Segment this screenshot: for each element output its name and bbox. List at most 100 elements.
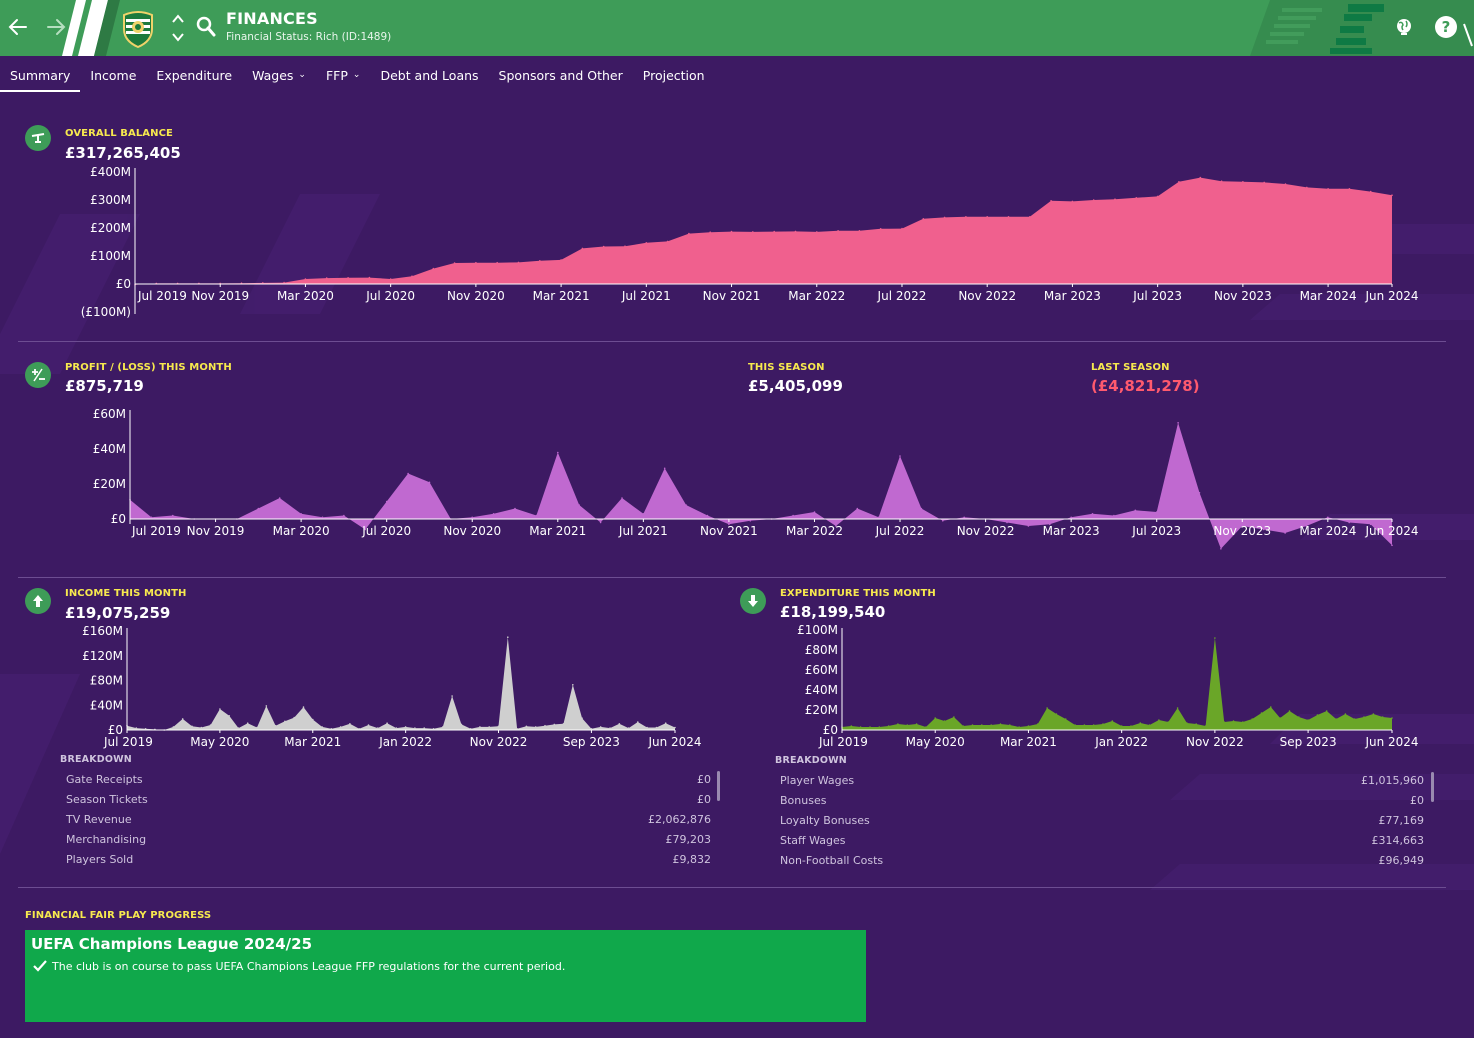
income-breakdown-row[interactable]: Players Sold £9,832 <box>66 852 711 866</box>
profit-loss-data-point <box>920 507 923 510</box>
expenditure-data-point <box>934 717 936 719</box>
expenditure-data-point <box>878 726 881 728</box>
income-x-tick-label: Jul 2019 <box>103 735 153 749</box>
income-value: £19,075,259 <box>65 604 171 622</box>
overall-balance-y-tick-label: £100M <box>90 249 131 263</box>
expenditure-data-point <box>1130 725 1132 727</box>
up-down-icon[interactable] <box>171 12 185 44</box>
expenditure-x-tick-label: Jun 2024 <box>1364 735 1418 749</box>
expenditure-data-point <box>943 720 946 722</box>
profit-loss-x-tick-label: Mar 2024 <box>1299 524 1356 538</box>
expenditure-breakdown-row[interactable]: Player Wages £1,015,960 <box>780 773 1424 787</box>
income-data-point <box>507 636 509 638</box>
profit-loss-x-tick-label: Nov 2020 <box>443 524 501 538</box>
income-data-point <box>135 727 138 729</box>
overall-balance-data-point <box>837 230 839 232</box>
tab-expenditure[interactable]: Expenditure <box>156 67 233 83</box>
overall-balance-value: £317,265,405 <box>65 144 181 162</box>
overall-balance-x-tick-label: Nov 2023 <box>1214 289 1272 303</box>
overall-balance-x-tick-label: Nov 2021 <box>703 289 761 303</box>
back-button[interactable] <box>0 8 36 46</box>
expenditure-label: EXPENDITURE THIS MONTH <box>780 588 936 599</box>
income-x-tick-label: Nov 2022 <box>470 735 528 749</box>
income-y-tick-label: £160M <box>82 624 123 638</box>
overall-balance-data-point <box>581 247 584 250</box>
expenditure-data-point <box>1046 707 1048 709</box>
tab-ffp[interactable]: FFP ⌄ <box>325 67 361 83</box>
profit-label: PROFIT / (LOSS) THIS MONTH <box>65 362 232 373</box>
overall-balance-y-tick-label: (£100M) <box>81 305 131 319</box>
income-breakdown-row[interactable]: Season Tickets £0 <box>66 792 711 806</box>
overall-balance-area-series[interactable] <box>135 177 1392 285</box>
profit-loss-data-point <box>1134 509 1137 512</box>
overall-balance-data-point <box>879 228 882 230</box>
tab-summary[interactable]: Summary <box>0 56 81 94</box>
ffp-status-panel[interactable]: UEFA Champions League 2024/25 The club i… <box>25 930 866 1022</box>
income-data-point <box>377 727 379 729</box>
plus-minus-icon <box>32 368 45 382</box>
tab-wages[interactable]: Wages ⌄ <box>252 67 306 83</box>
expenditure-data-point <box>962 725 964 727</box>
expenditure-breakdown-row[interactable]: Bonuses £0 <box>780 793 1424 807</box>
expenditure-breakdown-scrollbar[interactable] <box>1431 772 1434 802</box>
overall-balance-x-tick-label: Jul 2019 <box>137 289 187 303</box>
profit-loss-area-series[interactable] <box>130 422 1392 549</box>
tab-income[interactable]: Income <box>90 67 137 83</box>
income-data-point <box>627 727 630 729</box>
chevron-down-icon: ⌄ <box>352 70 361 80</box>
overall-balance-data-point <box>1284 183 1287 185</box>
expenditure-breakdown-row[interactable]: Non-Football Costs £96,949 <box>780 853 1424 867</box>
expenditure-data-point <box>1288 710 1291 712</box>
collapse-icon[interactable] <box>1462 22 1474 48</box>
expenditure-data-point <box>953 716 955 718</box>
overall-balance-data-point <box>858 230 861 232</box>
forward-arrow-icon <box>47 19 66 35</box>
overall-balance-data-point <box>517 261 520 264</box>
income-breakdown-row[interactable]: Gate Receipts £0 <box>66 772 711 786</box>
overall-balance-data-point <box>752 231 754 233</box>
tab-debt-and-loans[interactable]: Debt and Loans <box>380 67 479 83</box>
profit-loss-data-point <box>471 516 474 519</box>
overall-balance-x-tick-label: Jun 2024 <box>1364 289 1418 303</box>
income-data-point <box>618 723 621 725</box>
expenditure-data-point <box>1102 723 1104 725</box>
overall-balance-data-point <box>1178 181 1180 183</box>
income-x-tick-label: Sep 2023 <box>563 735 620 749</box>
profit-loss-x-tick-label: Jun 2024 <box>1364 524 1418 538</box>
expenditure-data-point <box>1064 718 1067 720</box>
income-breakdown-scrollbar[interactable] <box>717 771 720 801</box>
income-y-tick-label: £120M <box>82 649 123 663</box>
income-area-series[interactable] <box>127 637 675 730</box>
overall-balance-data-point <box>1092 199 1095 201</box>
globe-button[interactable] <box>1392 15 1416 39</box>
income-data-point <box>284 720 286 723</box>
profit-loss-data-point <box>1091 513 1094 515</box>
profit-loss-data-point <box>1155 511 1158 513</box>
overall-balance-data-point <box>1156 195 1159 198</box>
expenditure-area-series[interactable] <box>842 638 1392 730</box>
club-crest-icon[interactable] <box>118 9 158 49</box>
profit-loss-data-point <box>749 520 752 522</box>
forward-button[interactable] <box>38 8 74 46</box>
search-icon[interactable] <box>195 15 217 39</box>
income-data-point <box>246 722 249 724</box>
globe-icon <box>1397 19 1411 35</box>
profit-loss-data-point <box>599 521 602 524</box>
profit-loss-data-point <box>1049 523 1051 526</box>
overall-balance-data-point <box>1263 181 1265 184</box>
income-data-point <box>200 726 203 729</box>
income-data-point <box>172 726 175 728</box>
profit-loss-data-point <box>1262 528 1265 531</box>
overall-balance-data-point <box>624 245 626 247</box>
profit-loss-data-point <box>1027 525 1030 527</box>
tab-projection[interactable]: Projection <box>642 67 705 83</box>
expenditure-breakdown-row[interactable]: Staff Wages £314,663 <box>780 833 1424 847</box>
income-breakdown-row[interactable]: Merchandising £79,203 <box>66 832 711 846</box>
expenditure-data-point <box>1092 724 1095 726</box>
expenditure-breakdown-row[interactable]: Loyalty Bonuses £77,169 <box>780 813 1424 827</box>
income-data-point <box>339 726 342 728</box>
tab-sponsors-and-other[interactable]: Sponsors and Other <box>498 67 623 83</box>
profit-loss-data-point <box>835 525 837 527</box>
income-breakdown-row[interactable]: TV Revenue £2,062,876 <box>66 812 711 826</box>
help-button[interactable]: ? <box>1434 15 1458 39</box>
